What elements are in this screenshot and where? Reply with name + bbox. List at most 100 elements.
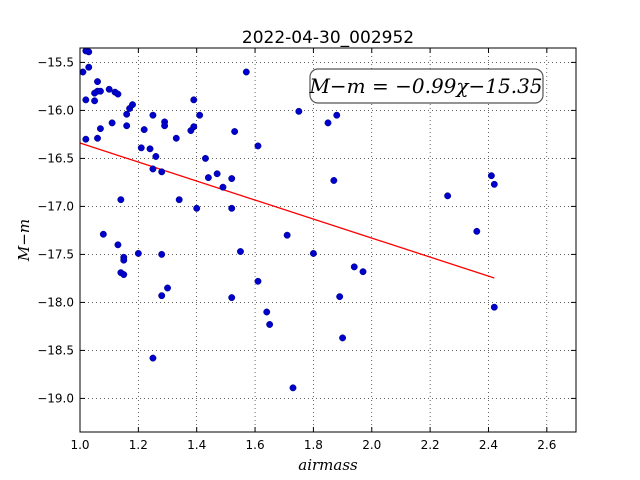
data-point [339, 334, 347, 342]
data-point [204, 174, 212, 182]
data-point [196, 111, 204, 119]
data-point [149, 111, 157, 119]
fit-line [79, 142, 495, 279]
y-tick-label: −17.5 [37, 247, 74, 261]
data-point [190, 123, 198, 131]
data-point [158, 250, 166, 258]
data-point [263, 308, 271, 316]
data-point [190, 96, 198, 104]
data-point [120, 256, 128, 264]
data-point [85, 48, 93, 56]
data-point [242, 68, 250, 76]
data-point [149, 165, 157, 173]
y-tick-label: −15.5 [37, 55, 74, 69]
x-tick-label: 2.6 [537, 438, 556, 452]
data-point [149, 354, 157, 362]
data-point [231, 128, 239, 135]
data-point [202, 154, 209, 162]
data-point [333, 111, 341, 119]
data-point [228, 204, 236, 212]
data-point [350, 263, 358, 271]
data-point [79, 68, 87, 76]
y-tick-label: −16.0 [37, 103, 74, 117]
data-point [117, 196, 125, 204]
data-point [266, 321, 274, 328]
data-point [219, 183, 227, 191]
data-point [490, 303, 498, 311]
plot-frame [79, 47, 577, 433]
x-tick-label: 1.2 [129, 438, 148, 452]
data-point [82, 135, 90, 143]
data-point [487, 172, 495, 180]
data-point [336, 293, 344, 301]
data-point [359, 268, 367, 276]
x-tick-label: 1.0 [70, 438, 89, 452]
x-tick-label: 2.0 [362, 438, 381, 452]
y-tick-label: −18.5 [37, 343, 74, 357]
data-point [114, 90, 122, 98]
data-point [444, 192, 452, 200]
data-point [152, 153, 160, 160]
y-axis-label: M−m [15, 219, 33, 262]
data-point [175, 196, 183, 204]
data-point [96, 87, 104, 95]
y-tick-label: −16.5 [37, 151, 74, 165]
x-tick-label: 1.4 [187, 438, 206, 452]
data-point [96, 125, 104, 133]
data-point [123, 122, 131, 130]
data-point [91, 89, 99, 97]
x-tick-label: 1.8 [304, 438, 323, 452]
data-point [158, 292, 166, 300]
fit-equation-text: M−m = −0.99χ−15.35 [308, 74, 542, 98]
data-point [123, 110, 131, 118]
data-point [490, 180, 498, 188]
data-point [82, 96, 90, 104]
data-point [140, 126, 148, 134]
data-point [105, 85, 113, 93]
data-point [324, 119, 332, 127]
data-point [289, 384, 297, 392]
data-point [228, 294, 236, 302]
data-point [213, 170, 221, 178]
data-point [94, 78, 101, 86]
grid [80, 48, 576, 432]
data-point [94, 134, 101, 142]
data-point [129, 101, 136, 109]
x-tick-label: 2.4 [479, 438, 498, 452]
y-tick-label: −17.0 [37, 199, 74, 213]
data-point [108, 119, 116, 127]
data-point [164, 284, 171, 292]
data-point [91, 97, 99, 105]
scatter-points [79, 47, 498, 392]
fit-line-group [79, 142, 495, 279]
data-point [254, 142, 262, 150]
data-point [473, 227, 481, 235]
data-point [161, 122, 169, 130]
data-point [193, 204, 201, 212]
data-point [172, 134, 180, 142]
y-tick-label: −18.0 [37, 295, 74, 309]
x-tick-label: 2.2 [421, 438, 440, 452]
data-point [99, 230, 107, 238]
data-point [237, 248, 244, 255]
data-point [330, 177, 338, 184]
data-point [120, 271, 128, 279]
y-tick-label: −19.0 [37, 391, 74, 405]
chart-title: 2022-04-30_002952 [242, 28, 414, 48]
fit-equation-border [309, 68, 544, 104]
x-tick-label: 1.6 [246, 438, 265, 452]
data-point [228, 175, 236, 183]
data-point [309, 249, 317, 257]
data-point [295, 107, 303, 115]
x-axis-label: airmass [298, 456, 358, 474]
data-point [283, 231, 291, 239]
data-point [137, 144, 145, 152]
data-point [254, 277, 262, 285]
fit-equation-box: M−m = −0.99χ−15.35 [308, 68, 544, 104]
data-point [114, 241, 122, 249]
data-point [158, 168, 166, 176]
data-point [85, 63, 93, 71]
data-point [134, 249, 142, 257]
data-point [146, 145, 154, 153]
